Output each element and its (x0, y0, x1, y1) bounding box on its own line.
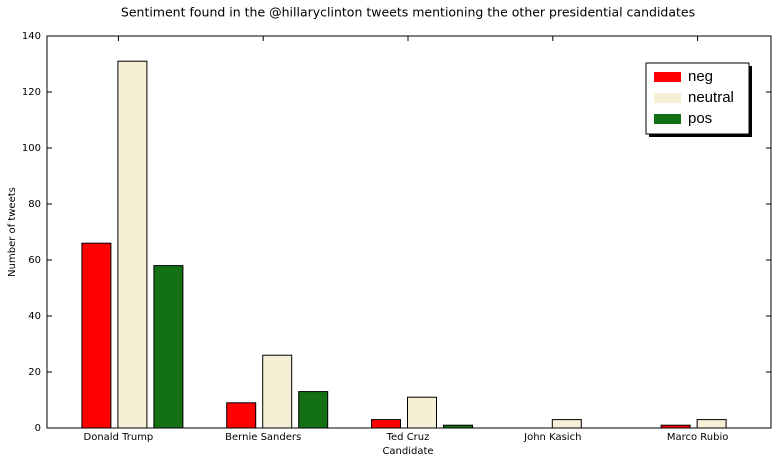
bar (551, 419, 582, 429)
bar (371, 419, 401, 429)
y-tick-label: 60 (28, 255, 41, 266)
y-tick-label: 80 (28, 199, 41, 210)
x-tick-label: Bernie Sanders (225, 432, 301, 443)
bar (81, 242, 112, 429)
bar (407, 396, 437, 429)
x-tick-label: Ted Cruz (386, 432, 430, 443)
bar (226, 402, 257, 429)
x-tick-label: John Kasich (523, 432, 581, 443)
chart-title: Sentiment found in the @hillaryclinton t… (121, 5, 695, 20)
legend-swatch (654, 114, 681, 124)
y-tick-label: 140 (22, 31, 41, 42)
bar (262, 354, 293, 429)
bar (696, 419, 727, 429)
y-tick-label: 20 (28, 367, 41, 378)
bar (117, 60, 148, 429)
legend-swatch (654, 93, 681, 103)
x-axis-label: Candidate (382, 446, 433, 457)
y-axis-label: Number of tweets (7, 187, 18, 277)
legend-label: neutral (688, 89, 734, 106)
y-tick-label: 120 (22, 87, 41, 98)
bar (298, 391, 329, 429)
x-tick-label: Donald Trump (84, 432, 154, 443)
legend-label: pos (688, 110, 712, 127)
legend-label: neg (688, 68, 713, 85)
x-tick-label: Marco Rubio (667, 432, 729, 443)
y-tick-label: 0 (35, 423, 41, 434)
plot-frame (46, 35, 772, 429)
y-tick-label: 40 (28, 311, 41, 322)
legend-swatch (654, 72, 681, 82)
y-tick-label: 100 (22, 143, 41, 154)
bar (153, 265, 184, 429)
